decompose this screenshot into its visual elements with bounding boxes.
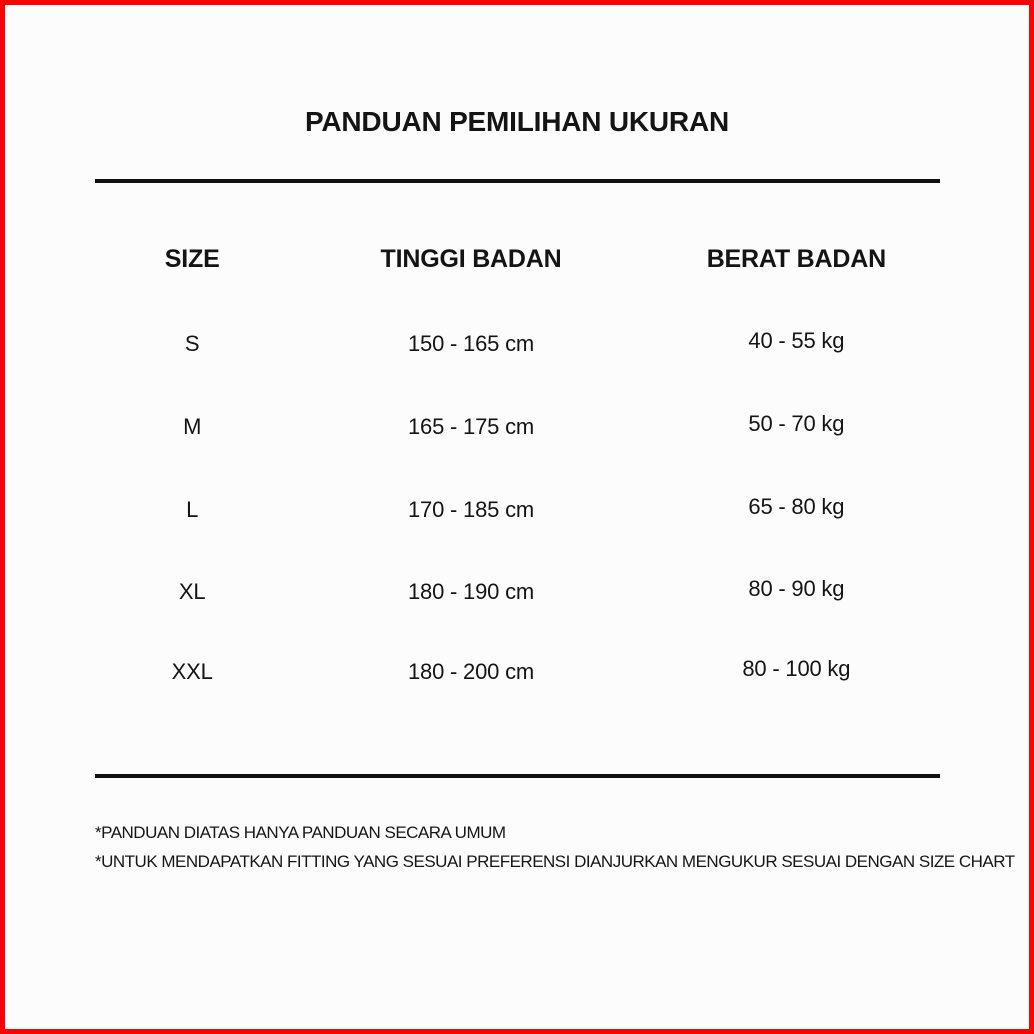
table-row-xxl: XXL 180 - 200 cm 80 - 100 kg: [95, 656, 940, 685]
column-header-tinggi-badan: TINGGI BADAN: [380, 245, 562, 273]
note-fitting: *UNTUK MENDAPATKAN FITTING YANG SESUAI P…: [95, 852, 1015, 871]
weight-cell: 40 - 55 kg: [748, 328, 845, 353]
weight-cell: 50 - 70 kg: [748, 411, 845, 436]
weight-cell: 80 - 100 kg: [742, 656, 851, 681]
height-cell: 180 - 200 cm: [408, 659, 535, 684]
table-row-s: S 150 - 165 cm 40 - 55 kg: [95, 328, 940, 357]
table-header-row: SIZE TINGGI BADAN BERAT BADAN: [95, 244, 940, 274]
size-cell: S: [184, 331, 200, 356]
size-cell: M: [183, 414, 202, 439]
table-row-xl: XL 180 - 190 cm 80 - 90 kg: [95, 576, 940, 605]
page-title: PANDUAN PEMILIHAN UKURAN: [304, 106, 729, 137]
weight-cell: 80 - 90 kg: [748, 576, 845, 601]
table-row-l: L 170 - 185 cm 65 - 80 kg: [95, 494, 940, 523]
divider-top: [95, 179, 940, 183]
column-header-berat-badan: BERAT BADAN: [706, 245, 886, 273]
size-cell: L: [186, 497, 199, 522]
height-cell: 180 - 190 cm: [408, 579, 535, 604]
divider-bottom: [95, 774, 940, 778]
height-cell: 150 - 165 cm: [408, 331, 535, 356]
column-header-size: SIZE: [164, 245, 220, 273]
table-row-m: M 165 - 175 cm 50 - 70 kg: [95, 411, 940, 440]
size-cell: XL: [178, 579, 206, 604]
note-general: *PANDUAN DIATAS HANYA PANDUAN SECARA UMU…: [95, 823, 506, 842]
size-cell: XXL: [171, 659, 213, 684]
weight-cell: 65 - 80 kg: [748, 494, 845, 519]
height-cell: 165 - 175 cm: [408, 414, 535, 439]
height-cell: 170 - 185 cm: [408, 497, 535, 522]
